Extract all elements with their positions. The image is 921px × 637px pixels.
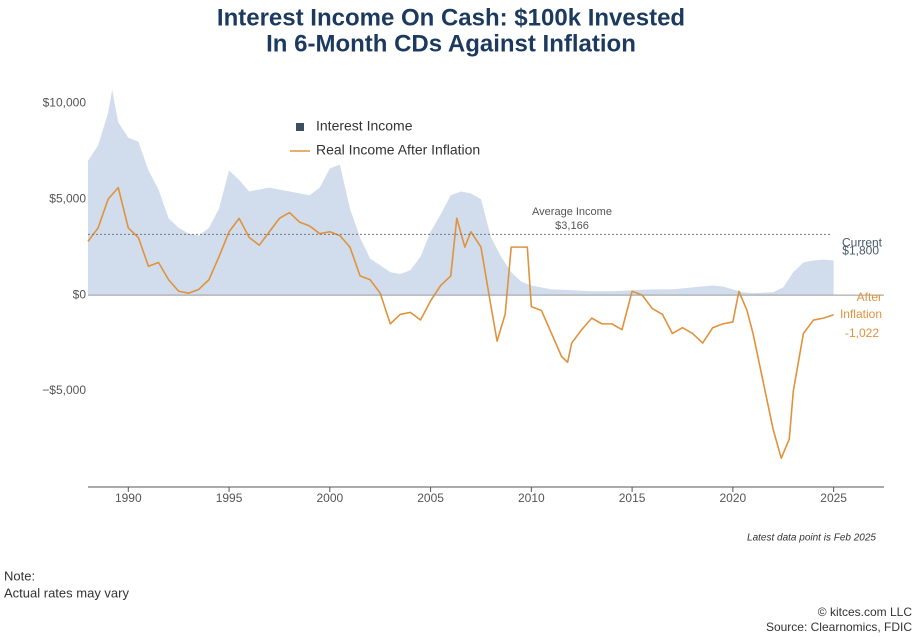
legend-label: Interest Income: [316, 118, 413, 134]
chart-title: In 6-Month CDs Against Inflation: [266, 30, 636, 57]
x-tick-label: 2000: [316, 491, 343, 505]
y-tick-label: $5,000: [49, 191, 86, 205]
credit: © kitces.com LLC: [818, 605, 913, 619]
footnote: Latest data point is Feb 2025: [747, 533, 876, 544]
note-text: Actual rates may vary: [4, 585, 129, 600]
average-label: Average Income: [532, 206, 612, 218]
annotation: Inflation: [840, 307, 882, 321]
annotation-value: -1,022: [845, 326, 879, 340]
annotation: After: [857, 290, 882, 304]
x-tick-label: 2005: [417, 491, 444, 505]
x-tick-label: 2020: [720, 491, 747, 505]
legend-label: Real Income After Inflation: [316, 142, 480, 158]
x-tick-label: 2025: [820, 491, 847, 505]
y-tick-label: $0: [73, 287, 87, 301]
annotation-value: $1,800: [842, 244, 879, 258]
x-tick-label: 1990: [115, 491, 142, 505]
note-heading: Note:: [4, 568, 35, 583]
average-value: $3,166: [555, 220, 589, 232]
line: [87, 186, 834, 460]
annotation: Current: [842, 236, 883, 250]
legend-swatch: [296, 123, 304, 131]
y-tick-label: $10,000: [43, 95, 87, 109]
area: [88, 89, 834, 296]
x-tick-label: 2015: [619, 491, 646, 505]
x-tick-label: 2010: [518, 491, 545, 505]
x-tick-label: 1995: [216, 491, 243, 505]
chart-title: Interest Income On Cash: $100k Invested: [217, 4, 685, 31]
y-tick-label: −$5,000: [42, 383, 86, 397]
credit: Source: Clearnomics, FDIC: [766, 620, 912, 634]
